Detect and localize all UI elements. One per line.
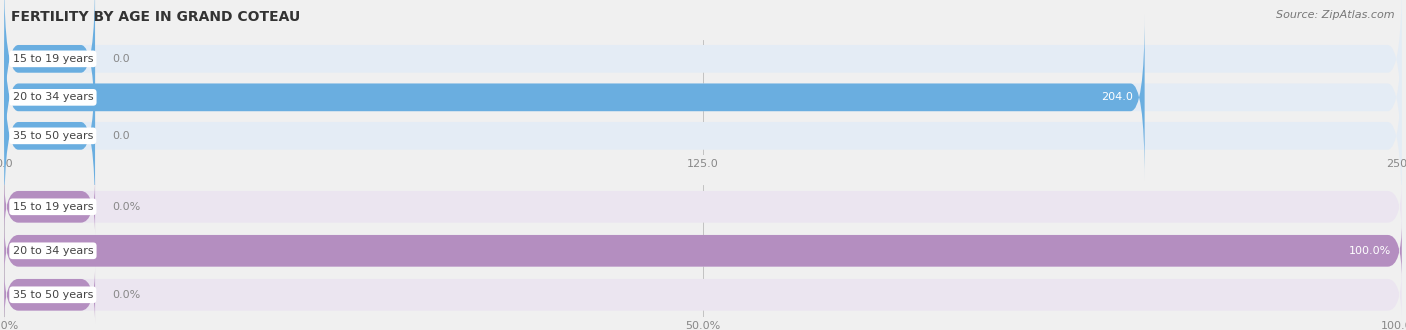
Text: 15 to 19 years: 15 to 19 years <box>13 202 93 212</box>
Text: 0.0: 0.0 <box>112 131 129 141</box>
Text: 20 to 34 years: 20 to 34 years <box>13 246 93 256</box>
FancyBboxPatch shape <box>4 14 1402 181</box>
FancyBboxPatch shape <box>4 266 1402 323</box>
Text: 20 to 34 years: 20 to 34 years <box>13 92 93 102</box>
Text: FERTILITY BY AGE IN GRAND COTEAU: FERTILITY BY AGE IN GRAND COTEAU <box>11 10 301 24</box>
FancyBboxPatch shape <box>4 266 96 323</box>
Text: 204.0: 204.0 <box>1101 92 1133 102</box>
FancyBboxPatch shape <box>4 0 1402 142</box>
Text: Source: ZipAtlas.com: Source: ZipAtlas.com <box>1277 10 1395 20</box>
Text: 15 to 19 years: 15 to 19 years <box>13 54 93 64</box>
Text: 0.0%: 0.0% <box>112 290 141 300</box>
FancyBboxPatch shape <box>4 178 96 235</box>
FancyBboxPatch shape <box>4 53 96 219</box>
FancyBboxPatch shape <box>4 0 96 142</box>
FancyBboxPatch shape <box>4 53 1402 219</box>
Text: 35 to 50 years: 35 to 50 years <box>13 131 93 141</box>
Text: 35 to 50 years: 35 to 50 years <box>13 290 93 300</box>
Text: 100.0%: 100.0% <box>1348 246 1391 256</box>
Text: 0.0: 0.0 <box>112 54 129 64</box>
FancyBboxPatch shape <box>4 222 1402 279</box>
FancyBboxPatch shape <box>4 178 1402 235</box>
FancyBboxPatch shape <box>4 222 1402 279</box>
FancyBboxPatch shape <box>4 14 1144 181</box>
Text: 0.0%: 0.0% <box>112 202 141 212</box>
